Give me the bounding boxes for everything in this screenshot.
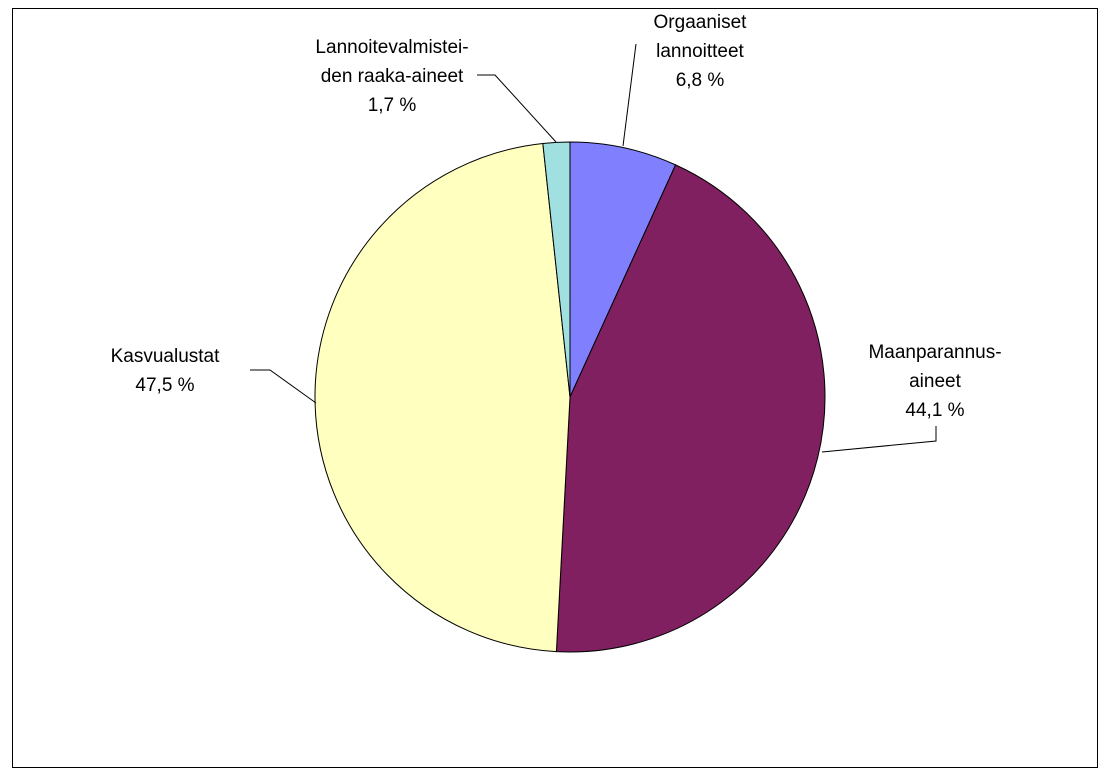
value-label: 44,1 % bbox=[905, 400, 965, 421]
pie-slice bbox=[555, 164, 826, 653]
page: {"chart_data": {"type": "pie", "categori… bbox=[12, 8, 1098, 768]
category-label: Kasvualustat bbox=[110, 346, 220, 367]
pie-slice bbox=[569, 141, 677, 398]
leader-line bbox=[821, 426, 937, 453]
value-label: 6,8 % bbox=[675, 70, 725, 91]
category-label: Lannoitevalmistei- den raaka-aineet bbox=[315, 37, 469, 87]
pie-slice bbox=[314, 142, 571, 653]
value-label: 1,7 % bbox=[367, 95, 417, 116]
slice-label: Maanparannus- aineet 44,1 % bbox=[868, 338, 1001, 425]
slice-label: Lannoitevalmistei- den raaka-aineet 1,7 % bbox=[315, 33, 468, 120]
value-label: 47,5 % bbox=[135, 375, 195, 396]
pie-slice bbox=[542, 141, 571, 398]
slice-label: Kasvualustat 47,5 % bbox=[111, 342, 220, 400]
leader-line bbox=[250, 369, 317, 404]
category-label: Orgaaniset lannoitteet bbox=[653, 12, 747, 62]
slice-label: Orgaaniset lannoitteet 6,8 % bbox=[654, 8, 747, 95]
leader-line bbox=[477, 74, 557, 143]
leader-line bbox=[622, 43, 637, 147]
chart bbox=[250, 43, 937, 653]
category-label: Maanparannus- aineet bbox=[868, 342, 1002, 392]
